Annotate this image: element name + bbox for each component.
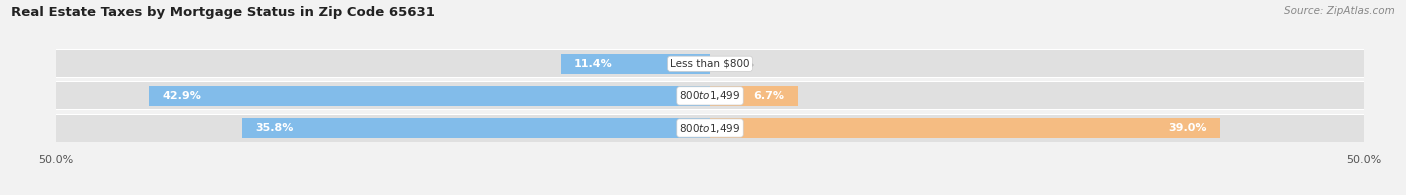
- Bar: [56, 113, 1364, 143]
- Text: Less than $800: Less than $800: [671, 59, 749, 69]
- Bar: [56, 114, 1364, 142]
- Text: 35.8%: 35.8%: [254, 123, 294, 133]
- Bar: [561, 54, 710, 74]
- Text: $800 to $1,499: $800 to $1,499: [679, 121, 741, 135]
- Text: 0.0%: 0.0%: [723, 59, 754, 69]
- Bar: [56, 82, 1364, 109]
- Bar: [149, 86, 710, 106]
- Bar: [56, 50, 1364, 77]
- Text: 6.7%: 6.7%: [754, 91, 785, 101]
- Text: $800 to $1,499: $800 to $1,499: [679, 89, 741, 102]
- Text: Real Estate Taxes by Mortgage Status in Zip Code 65631: Real Estate Taxes by Mortgage Status in …: [11, 6, 434, 19]
- Bar: [56, 82, 1364, 110]
- Bar: [242, 118, 710, 138]
- Text: 42.9%: 42.9%: [162, 91, 201, 101]
- Text: 11.4%: 11.4%: [574, 59, 613, 69]
- Bar: [710, 118, 1220, 138]
- Text: 39.0%: 39.0%: [1168, 123, 1206, 133]
- Text: Source: ZipAtlas.com: Source: ZipAtlas.com: [1284, 6, 1395, 16]
- Bar: [56, 49, 1364, 78]
- Bar: [710, 86, 797, 106]
